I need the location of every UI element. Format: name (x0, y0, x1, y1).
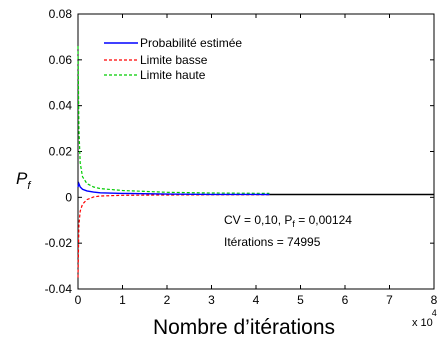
y-tick-label: 0.04 (49, 99, 73, 113)
y-axis-label: Pf (16, 169, 31, 192)
x-tick-label: 3 (208, 293, 215, 307)
y-tick-label: 0.06 (49, 53, 73, 67)
x-tick-label: 7 (386, 293, 393, 307)
y-tick-label: -0.04 (45, 282, 73, 296)
annotation-cv-text: CV = 0,10, P (224, 213, 292, 227)
x-tick-label: 6 (342, 293, 349, 307)
x-axis-ticks: 0 1 2 3 4 5 6 7 8 (75, 14, 438, 307)
y-axis-label-main: P (16, 169, 28, 188)
series-line-1 (77, 194, 270, 278)
x-tick-label: 8 (431, 293, 438, 307)
y-tick-label: 0 (65, 190, 72, 204)
x-multiplier-exp: 4 (432, 308, 437, 318)
x-axis-label: Nombre d’itérations (153, 316, 335, 339)
annotation-iterations: Itérations = 74995 (224, 235, 321, 249)
x-tick-label: 5 (297, 293, 304, 307)
legend-label-estimee: Probabilité estimée (140, 36, 242, 50)
y-axis-ticks: -0.04 -0.02 0 0.02 0.04 0.06 0.08 (45, 7, 434, 296)
y-tick-label: 0.02 (49, 145, 73, 159)
plot-area (77, 13, 435, 290)
legend-label-haute: Limite haute (140, 68, 206, 82)
y-axis-label-sub: f (27, 180, 31, 192)
series-layer (77, 46, 434, 278)
x-multiplier-base: x 10 (412, 317, 433, 329)
legend: Probabilité estimée Limite basse Limite … (104, 36, 242, 82)
y-tick-label: -0.02 (45, 236, 73, 250)
x-axis-multiplier: x 104 (412, 308, 437, 329)
x-tick-label: 2 (164, 293, 171, 307)
series-line-2 (77, 46, 270, 194)
annotation-cv-sub: f (292, 219, 295, 229)
series-line-0 (77, 181, 270, 196)
annotation-cv-value: = 0,00124 (295, 213, 352, 227)
annotation-cv: CV = 0,10, Pf = 0,00124 (224, 213, 352, 229)
x-tick-label: 0 (75, 293, 82, 307)
legend-label-basse: Limite basse (140, 53, 208, 67)
x-tick-label: 1 (119, 293, 126, 307)
x-tick-label: 4 (253, 293, 260, 307)
y-tick-label: 0.08 (49, 7, 73, 21)
